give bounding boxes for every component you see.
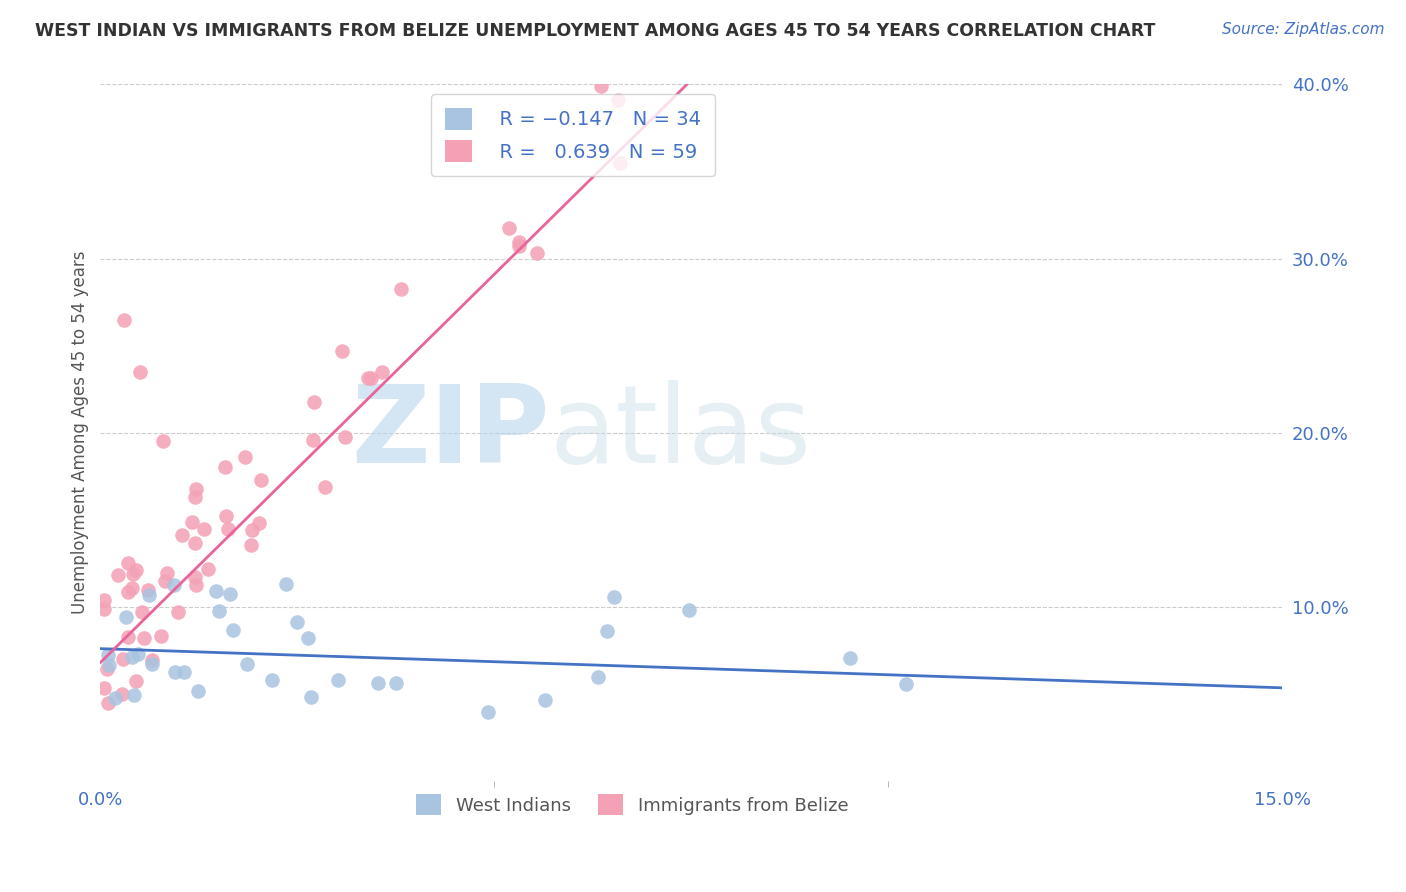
Point [122,688,145,702]
Text: atlas: atlas [550,380,811,486]
Point [128,365,150,379]
Point [477,705,499,719]
Point [98,658,121,673]
Point [96,662,118,676]
Point [304,395,326,409]
Point [208,604,231,618]
Point [184,536,207,550]
Point [173,665,195,680]
Point [609,156,631,170]
Point [117,585,139,599]
Point [367,675,389,690]
Point [112,652,135,666]
Point [276,577,298,591]
Point [222,623,245,637]
Point [236,657,259,671]
Point [163,578,186,592]
Point [314,480,336,494]
Point [93,681,115,695]
Point [302,433,325,447]
Point [219,587,242,601]
Point [326,673,349,687]
Point [596,624,619,638]
Point [526,246,548,260]
Point [141,653,163,667]
Point [97,696,120,710]
Point [93,593,115,607]
Point [534,693,557,707]
Point [357,370,380,384]
Point [117,556,139,570]
Point [389,282,412,296]
Point [360,370,382,384]
Point [127,647,149,661]
Point [183,570,205,584]
Point [193,523,215,537]
Point [330,343,353,358]
Point [93,601,115,615]
Point [838,651,860,665]
Point [121,582,143,596]
Point [215,509,238,524]
Point [297,631,319,645]
Point [239,538,262,552]
Point [172,527,194,541]
Text: Source: ZipAtlas.com: Source: ZipAtlas.com [1222,22,1385,37]
Point [589,78,612,93]
Point [167,605,190,619]
Point [181,515,204,529]
Point [586,670,609,684]
Point [155,566,177,580]
Point [508,235,530,250]
Point [121,567,143,582]
Point [240,523,263,537]
Point [184,578,207,592]
Point [250,473,273,487]
Point [385,676,408,690]
Point [141,657,163,672]
Point [370,365,392,379]
Point [97,648,120,662]
Point [155,574,177,588]
Point [117,630,139,644]
Point [678,603,700,617]
Point [110,687,132,701]
Legend: West Indians, Immigrants from Belize: West Indians, Immigrants from Belize [408,785,858,824]
Point [131,605,153,619]
Point [132,631,155,645]
Point [136,582,159,597]
Point [152,434,174,449]
Point [121,649,143,664]
Point [247,516,270,531]
Point [214,459,236,474]
Point [233,450,256,464]
Point [115,609,138,624]
Point [285,615,308,629]
Point [260,673,283,688]
Point [112,312,135,326]
Point [125,563,148,577]
Point [103,690,125,705]
Point [107,567,129,582]
Point [896,677,918,691]
Point [125,673,148,688]
Point [186,684,208,698]
Y-axis label: Unemployment Among Ages 45 to 54 years: Unemployment Among Ages 45 to 54 years [72,251,89,615]
Point [508,238,530,252]
Point [184,490,207,504]
Point [138,588,160,602]
Point [205,583,228,598]
Text: WEST INDIAN VS IMMIGRANTS FROM BELIZE UNEMPLOYMENT AMONG AGES 45 TO 54 YEARS COR: WEST INDIAN VS IMMIGRANTS FROM BELIZE UN… [35,22,1156,40]
Point [184,482,207,496]
Point [299,690,322,705]
Point [603,590,626,604]
Point [197,561,219,575]
Point [217,522,239,536]
Text: ZIP: ZIP [352,380,550,486]
Point [333,430,356,444]
Point [607,93,630,107]
Point [150,629,173,643]
Point [163,665,186,679]
Point [498,221,520,235]
